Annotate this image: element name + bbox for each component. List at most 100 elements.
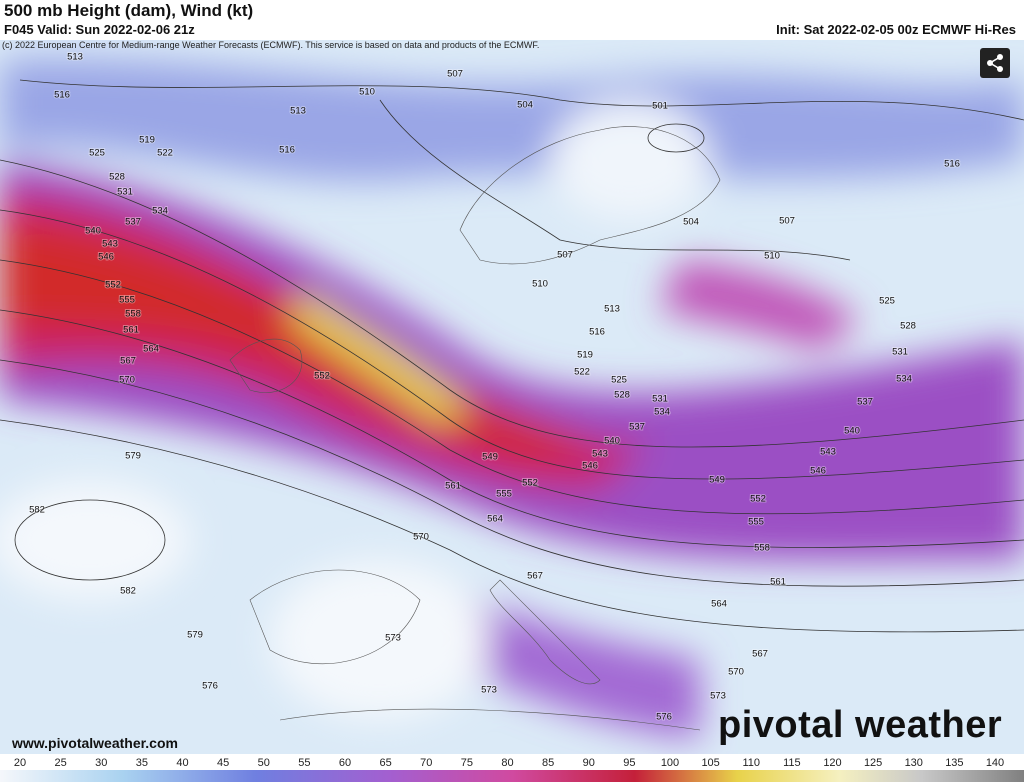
contour-label: 501 (652, 101, 668, 112)
contour-label: 504 (683, 217, 699, 228)
colorbar-label: 55 (298, 757, 310, 769)
contour-label: 543 (102, 239, 118, 250)
colorbar-label: 85 (542, 757, 554, 769)
contour-label: 561 (445, 481, 461, 492)
contour-label: 510 (532, 279, 548, 290)
contour-label: 570 (119, 375, 135, 386)
header: 500 mb Height (dam), Wind (kt) F045 Vali… (0, 0, 1024, 40)
map: (c) 2022 European Centre for Medium-rang… (0, 40, 1024, 754)
contour-label: 582 (120, 586, 136, 597)
contour-label: 573 (481, 685, 497, 696)
contour-label: 579 (187, 630, 203, 641)
contour-label: 543 (592, 449, 608, 460)
contour-label: 564 (143, 344, 159, 355)
contour-label: 531 (892, 347, 908, 358)
contour-label: 576 (656, 712, 672, 723)
contour-label: 510 (764, 251, 780, 262)
contour-label: 576 (202, 681, 218, 692)
height-contours (0, 79, 1024, 633)
colorbar-label: 95 (623, 757, 635, 769)
contour-label: 540 (844, 426, 860, 437)
contour-label: 543 (820, 447, 836, 458)
contour-label: 537 (629, 422, 645, 433)
contour-label: 546 (810, 466, 826, 477)
contour-label: 555 (119, 295, 135, 306)
contour-label: 537 (857, 397, 873, 408)
contour-label: 510 (359, 87, 375, 98)
contour-label: 525 (89, 148, 105, 159)
colorbar-label: 110 (742, 757, 760, 769)
map-title: 500 mb Height (dam), Wind (kt) (4, 1, 254, 20)
contour-label: 519 (139, 135, 155, 146)
contour-label: 546 (98, 252, 114, 263)
contour-label: 549 (482, 452, 498, 463)
colorbar-label: 40 (176, 757, 188, 769)
share-button[interactable] (980, 48, 1010, 78)
valid-time: F045 Valid: Sun 2022-02-06 21z (4, 22, 195, 37)
contour-label: 549 (709, 475, 725, 486)
contour-label: 525 (879, 296, 895, 307)
colorbar-label: 100 (661, 757, 679, 769)
colorbar-label: 60 (339, 757, 351, 769)
colorbar-label: 45 (217, 757, 229, 769)
contour-label: 555 (496, 489, 512, 500)
contour-label: 516 (279, 145, 295, 156)
contour-label: 564 (711, 599, 727, 610)
contour-label: 534 (152, 206, 168, 217)
colorbar-label: 115 (783, 757, 801, 769)
colorbar-label: 30 (95, 757, 107, 769)
contour-label: 552 (105, 280, 121, 291)
contour-label: 516 (589, 327, 605, 338)
colorbar-label: 125 (864, 757, 882, 769)
contour-label: 534 (896, 374, 912, 385)
contour-label: 567 (752, 649, 768, 660)
colorbar-label: 80 (501, 757, 513, 769)
contour-label: 582 (29, 505, 45, 516)
contour-label: 555 (748, 517, 764, 528)
contour-label: 513 (290, 106, 306, 117)
contour-label: 513 (67, 52, 83, 63)
contour-label: 516 (944, 159, 960, 170)
contour-label: 570 (728, 667, 744, 678)
colorbar-label: 105 (701, 757, 719, 769)
contour-label: 552 (750, 494, 766, 505)
colorbar-label: 65 (380, 757, 392, 769)
share-icon (987, 54, 1003, 72)
contour-label: 534 (654, 407, 670, 418)
contour-label: 507 (557, 250, 573, 261)
contour-label: 531 (117, 187, 133, 198)
website[interactable]: www.pivotalweather.com (12, 735, 178, 751)
contour-label: 519 (577, 350, 593, 361)
colorbar-label: 90 (583, 757, 595, 769)
contour-label: 528 (900, 321, 916, 332)
contour-label: 525 (611, 375, 627, 386)
colorbar-label: 135 (945, 757, 963, 769)
colorbar-label: 20 (14, 757, 26, 769)
logo: pivotal weather (718, 704, 1003, 746)
colorbar-label: 120 (823, 757, 841, 769)
contour-label: 516 (54, 90, 70, 101)
contour-label: 552 (522, 478, 538, 489)
contour-label: 537 (125, 217, 141, 228)
contour-label: 558 (125, 309, 141, 320)
contour-label: 567 (527, 571, 543, 582)
contour-label: 561 (123, 325, 139, 336)
contour-label: 507 (779, 216, 795, 227)
contour-label: 570 (413, 532, 429, 543)
contour-label: 552 (314, 371, 330, 382)
colorbar-label: 70 (420, 757, 432, 769)
contour-label: 573 (385, 633, 401, 644)
colorbar-label: 25 (55, 757, 67, 769)
contour-label: 504 (517, 100, 533, 111)
init-time: Init: Sat 2022-02-05 00z ECMWF Hi-Res (776, 22, 1016, 37)
contour-label: 528 (614, 390, 630, 401)
wind-shading (0, 58, 1024, 740)
contour-label: 558 (754, 543, 770, 554)
colorbar-label: 50 (258, 757, 270, 769)
contour-label: 579 (125, 451, 141, 462)
copyright: (c) 2022 European Centre for Medium-rang… (2, 40, 539, 50)
colorbar-label: 75 (461, 757, 473, 769)
contour-label: 561 (770, 577, 786, 588)
contour-label: 531 (652, 394, 668, 405)
coastlines (229, 126, 721, 731)
